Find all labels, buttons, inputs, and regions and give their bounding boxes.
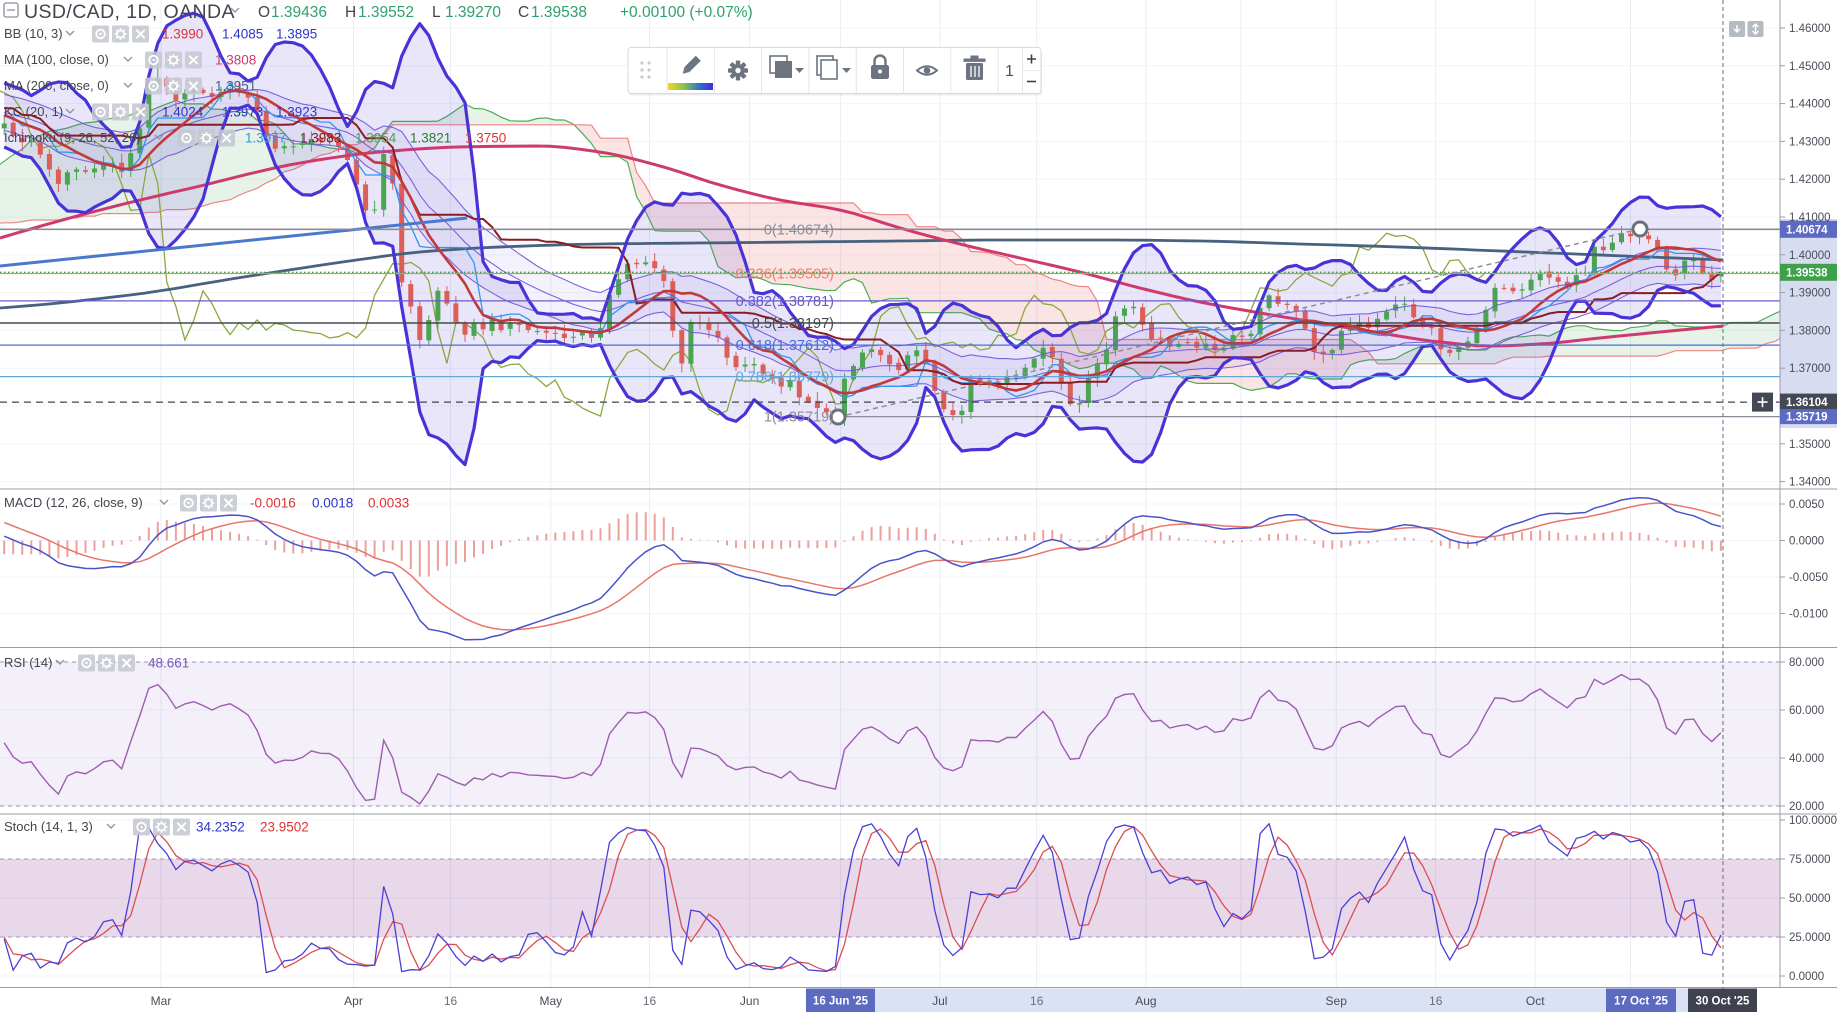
svg-text:KC (20, 1): KC (20, 1) (4, 104, 63, 119)
svg-text:RSI (14): RSI (14) (4, 655, 52, 670)
svg-text:0.786(1.36779): 0.786(1.36779) (736, 370, 834, 386)
svg-text:BB (10, 3): BB (10, 3) (4, 26, 63, 41)
svg-text:25.0000: 25.0000 (1789, 932, 1831, 944)
svg-text:1.37000: 1.37000 (1789, 363, 1831, 375)
svg-text:H: H (345, 4, 356, 21)
svg-text:Apr: Apr (344, 994, 363, 1008)
svg-text:1.3990: 1.3990 (162, 27, 203, 42)
svg-text:16: 16 (444, 994, 458, 1008)
svg-text:0(1.40674): 0(1.40674) (764, 222, 834, 238)
svg-text:1.45000: 1.45000 (1789, 61, 1831, 73)
svg-text:1.39538: 1.39538 (1786, 267, 1828, 279)
svg-text:50.0000: 50.0000 (1789, 893, 1831, 905)
svg-text:1.35719: 1.35719 (1786, 412, 1828, 424)
svg-text:Mar: Mar (151, 994, 172, 1008)
svg-text:-0.0100: -0.0100 (1789, 609, 1828, 621)
svg-text:+0.00100 (+0.07%): +0.00100 (+0.07%) (620, 4, 753, 21)
svg-text:80.000: 80.000 (1789, 657, 1824, 669)
svg-text:20.000: 20.000 (1789, 801, 1824, 813)
svg-text:1.3750: 1.3750 (465, 131, 506, 146)
svg-text:0.0000: 0.0000 (1789, 971, 1824, 983)
svg-text:17 Oct '25: 17 Oct '25 (1614, 996, 1668, 1008)
svg-text:60.000: 60.000 (1789, 705, 1824, 717)
svg-text:1.39538: 1.39538 (531, 4, 587, 21)
svg-text:Jul: Jul (932, 994, 947, 1008)
svg-text:0.382(1.38781): 0.382(1.38781) (736, 294, 834, 310)
svg-text:1.39000: 1.39000 (1789, 288, 1831, 300)
svg-text:30 Oct '25: 30 Oct '25 (1696, 996, 1750, 1008)
svg-text:1.3951: 1.3951 (215, 79, 256, 94)
svg-text:1.44000: 1.44000 (1789, 99, 1831, 111)
svg-text:O: O (258, 4, 270, 21)
svg-text:100.0000: 100.0000 (1789, 815, 1837, 827)
svg-text:1.3821: 1.3821 (410, 131, 451, 146)
svg-text:23.9502: 23.9502 (260, 820, 309, 835)
svg-text:1.40674: 1.40674 (1786, 224, 1828, 236)
svg-text:-0.0050: -0.0050 (1789, 572, 1828, 584)
svg-text:0.618(1.37612): 0.618(1.37612) (736, 338, 834, 354)
svg-text:1.39270: 1.39270 (445, 4, 501, 21)
svg-text:1.4085: 1.4085 (222, 27, 263, 42)
svg-text:1.3923: 1.3923 (276, 105, 317, 120)
svg-text:MA (200, close, 0): MA (200, close, 0) (4, 78, 109, 93)
svg-text:Jun: Jun (740, 994, 759, 1008)
svg-text:75.0000: 75.0000 (1789, 854, 1831, 866)
svg-text:1.3977: 1.3977 (245, 131, 286, 146)
svg-text:C: C (518, 4, 529, 21)
svg-text:0.236(1.39505): 0.236(1.39505) (736, 267, 834, 283)
svg-text:0.0018: 0.0018 (312, 496, 353, 511)
svg-text:16: 16 (1429, 994, 1443, 1008)
svg-text:Oct: Oct (1526, 994, 1545, 1008)
svg-text:1.39436: 1.39436 (271, 4, 327, 21)
svg-text:1.42000: 1.42000 (1789, 174, 1831, 186)
svg-text:1.35000: 1.35000 (1789, 439, 1831, 451)
svg-text:MACD (12, 26, close, 9): MACD (12, 26, close, 9) (4, 495, 143, 510)
svg-text:1.3808: 1.3808 (215, 53, 256, 68)
svg-text:1.36104: 1.36104 (1786, 397, 1828, 409)
svg-text:0.0000: 0.0000 (1789, 536, 1824, 548)
svg-text:1.3973: 1.3973 (222, 105, 263, 120)
svg-text:34.2352: 34.2352 (196, 820, 245, 835)
svg-text:0.5(1.38197): 0.5(1.38197) (752, 316, 834, 332)
svg-text:1.46000: 1.46000 (1789, 23, 1831, 35)
svg-text:16 Jun '25: 16 Jun '25 (813, 996, 869, 1008)
svg-text:1: 1 (1005, 63, 1014, 80)
svg-text:1.3954: 1.3954 (355, 131, 397, 146)
svg-text:Sep: Sep (1326, 994, 1348, 1008)
svg-text:40.000: 40.000 (1789, 753, 1824, 765)
svg-text:1.38000: 1.38000 (1789, 325, 1831, 337)
svg-text:Ichimoku (9, 26, 52, 26): Ichimoku (9, 26, 52, 26) (4, 130, 141, 145)
svg-text:MA (100, close, 0): MA (100, close, 0) (4, 52, 109, 67)
svg-text:Aug: Aug (1135, 994, 1156, 1008)
svg-text:0.0033: 0.0033 (368, 496, 409, 511)
svg-text:-0.0016: -0.0016 (250, 496, 296, 511)
svg-text:USD/CAD, 1D, OANDA: USD/CAD, 1D, OANDA (24, 1, 235, 23)
svg-text:16: 16 (1030, 994, 1044, 1008)
svg-text:1.34000: 1.34000 (1789, 477, 1831, 489)
svg-text:48.661: 48.661 (148, 656, 189, 671)
svg-text:1.39552: 1.39552 (358, 4, 414, 21)
svg-text:1(1.35719): 1(1.35719) (764, 410, 834, 426)
svg-text:1.40000: 1.40000 (1789, 250, 1831, 262)
svg-text:1.43000: 1.43000 (1789, 136, 1831, 148)
svg-text:Stoch (14, 1, 3): Stoch (14, 1, 3) (4, 819, 93, 834)
svg-text:1.3895: 1.3895 (276, 27, 317, 42)
svg-text:0.0050: 0.0050 (1789, 499, 1824, 511)
svg-text:1.4024: 1.4024 (162, 105, 204, 120)
svg-text:L: L (432, 4, 441, 21)
svg-text:May: May (539, 994, 562, 1008)
svg-text:16: 16 (643, 994, 657, 1008)
svg-text:1.3983: 1.3983 (300, 131, 341, 146)
